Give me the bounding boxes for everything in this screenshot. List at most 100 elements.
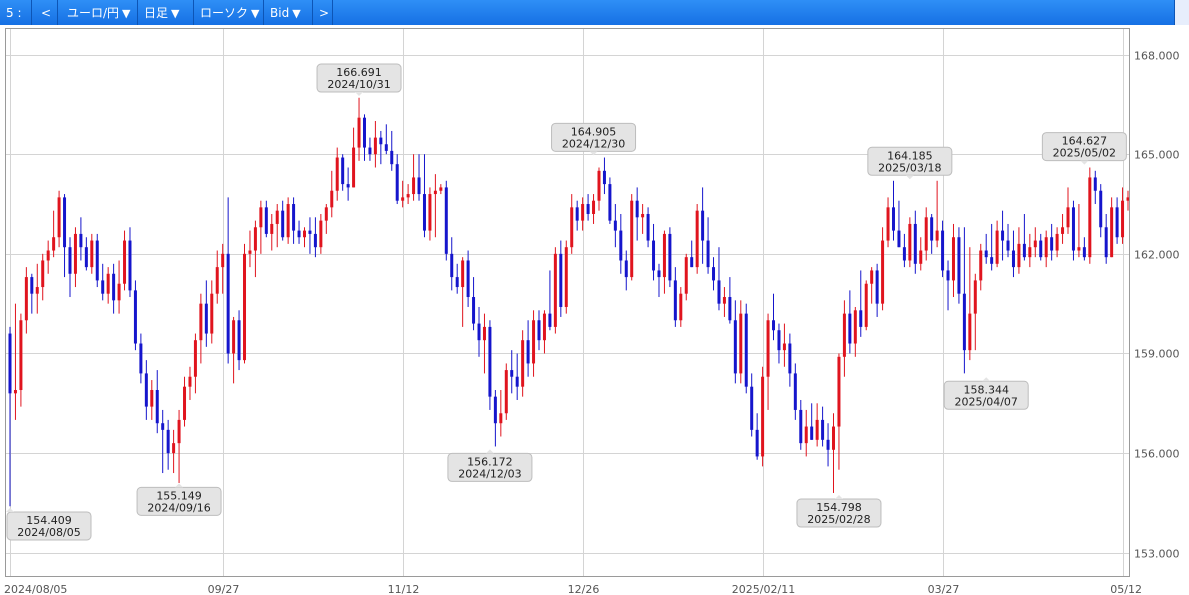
candle-body — [668, 233, 672, 281]
dropdown-arrow-icon: ▼ — [171, 7, 180, 20]
candle-body — [624, 260, 628, 278]
candle — [172, 429, 176, 474]
interval-dropdown[interactable]: 日足 ▼ — [138, 0, 194, 25]
candle — [422, 154, 426, 238]
candle-body — [902, 247, 906, 261]
callout-date: 2025/05/02 — [1053, 147, 1116, 160]
candle-body — [510, 370, 514, 377]
callout-pointer — [175, 483, 184, 488]
candle-body — [581, 204, 585, 221]
candle — [24, 267, 28, 334]
candle — [635, 187, 639, 241]
candle — [30, 273, 34, 314]
candle — [275, 204, 279, 248]
candle — [112, 263, 116, 314]
callout-date: 2025/02/28 — [807, 513, 870, 526]
candle-body — [706, 240, 710, 268]
candle — [619, 213, 623, 274]
candle — [13, 303, 17, 420]
prev-button[interactable]: < — [32, 0, 58, 25]
candle-body — [35, 287, 39, 294]
candle-body — [979, 250, 983, 281]
candle — [1093, 170, 1097, 205]
candle — [455, 263, 459, 294]
candle-body — [608, 184, 612, 221]
candle — [984, 233, 988, 264]
currency-pair-dropdown[interactable]: ユーロ/円 ▼ — [58, 0, 138, 25]
candle-body — [319, 220, 323, 248]
candle-body — [128, 240, 132, 291]
toolbar-scroll-handle[interactable] — [1174, 0, 1189, 25]
candle — [128, 227, 132, 298]
candle — [46, 240, 50, 274]
x-tick-label: 2025/02/11 — [732, 583, 795, 595]
candle-body — [990, 257, 994, 264]
candle — [90, 233, 94, 274]
candle-body — [253, 227, 257, 251]
x-tick-label: 09/27 — [208, 583, 240, 595]
x-tick-label: 2024/08/05 — [4, 583, 67, 595]
candle — [139, 333, 143, 384]
candle-body — [619, 230, 623, 261]
candle — [52, 210, 56, 258]
candle — [990, 223, 994, 271]
chart-type-dropdown[interactable]: ローソク ▼ — [194, 0, 264, 25]
candle-body — [897, 230, 901, 248]
x-tick-label: 03/27 — [928, 583, 960, 595]
candle-body — [368, 147, 372, 155]
callout-date: 2024/09/16 — [147, 501, 210, 514]
candle-body — [281, 210, 285, 238]
candle — [586, 194, 590, 221]
candle-body — [73, 233, 77, 274]
candle — [248, 230, 252, 268]
candle — [875, 263, 879, 317]
candle-body — [155, 390, 159, 424]
x-tick-label: 12/26 — [568, 583, 600, 595]
candle — [842, 300, 846, 377]
candle-body — [433, 190, 437, 195]
candle — [668, 227, 672, 288]
candle-body — [804, 426, 808, 444]
candle — [362, 114, 366, 161]
candle — [466, 250, 470, 307]
callout-date: 2025/03/18 — [878, 161, 941, 174]
candle — [1033, 227, 1037, 258]
candle-body — [717, 280, 721, 304]
candle-body — [215, 267, 219, 294]
candle — [106, 267, 110, 304]
candle-body — [346, 184, 350, 188]
price-type-dropdown[interactable]: Bid ▼ — [264, 0, 313, 25]
candle — [117, 260, 121, 314]
candle-body — [799, 409, 803, 444]
candle-body — [941, 230, 945, 271]
candle-body — [1001, 230, 1005, 241]
dropdown-arrow-icon: ▼ — [251, 7, 260, 20]
candle — [777, 323, 781, 364]
candle — [897, 200, 901, 248]
candle-body — [1115, 207, 1119, 238]
chart-type-label: ローソク — [200, 6, 249, 20]
candle-body — [875, 270, 879, 304]
candle-body — [297, 230, 301, 238]
candle-body — [733, 320, 737, 374]
candle — [859, 270, 863, 337]
candle-body — [870, 270, 874, 284]
candle-body — [564, 247, 568, 307]
callout-pointer — [834, 495, 843, 500]
candle — [1055, 227, 1059, 258]
candle-body — [1011, 250, 1015, 268]
candle — [815, 403, 819, 447]
next-button[interactable]: > — [313, 0, 333, 25]
candle-body — [373, 137, 377, 155]
candle-body — [417, 177, 421, 195]
candle-body — [177, 419, 181, 444]
candle — [624, 250, 628, 291]
candle-body — [1028, 247, 1032, 258]
candle-body — [477, 323, 481, 341]
candle — [712, 257, 716, 291]
candle-body — [275, 210, 279, 224]
candle — [1001, 210, 1005, 261]
candle — [848, 290, 852, 354]
candle — [701, 187, 705, 264]
candle-body — [995, 230, 999, 264]
